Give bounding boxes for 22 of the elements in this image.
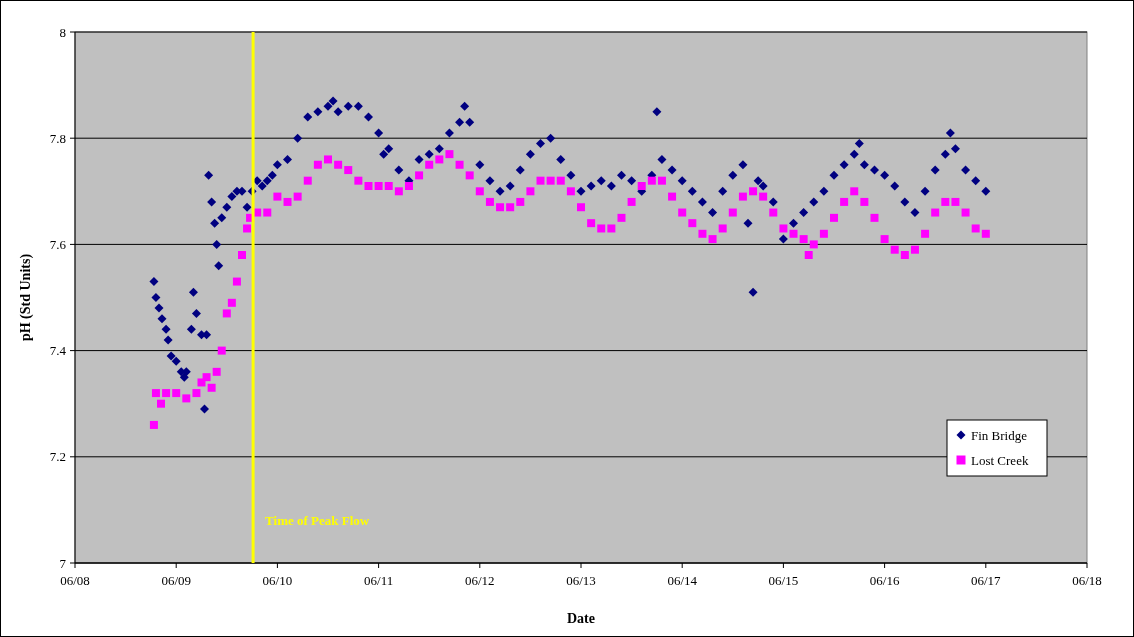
- x-tick-label: 06/17: [970, 573, 1002, 588]
- y-tick-label: 7.6: [49, 236, 67, 252]
- legend-label: Lost Creek: [971, 452, 1029, 468]
- x-tick-label: 06/10: [262, 573, 293, 588]
- x-tick-label: 06/13: [566, 573, 596, 588]
- x-tick-label: 06/12: [464, 573, 495, 588]
- legend-label: Fin Bridge: [971, 427, 1028, 443]
- x-tick-label: 06/14: [667, 573, 698, 588]
- x-tick-label: 06/11: [364, 573, 394, 588]
- y-tick-label: 7.4: [49, 343, 67, 359]
- x-axis-title: Date: [567, 611, 595, 626]
- y-tick-label: 8: [59, 24, 66, 40]
- x-tick-label: 06/15: [768, 573, 799, 588]
- x-tick-label: 06/09: [161, 573, 192, 588]
- y-tick-label: 7.8: [49, 130, 66, 146]
- x-tick-label: 06/18: [1072, 573, 1102, 588]
- y-tick-label: 7.2: [49, 449, 66, 465]
- y-axis-title: pH (Std Units): [18, 253, 34, 342]
- x-tick-label: 06/08: [60, 573, 90, 588]
- y-tick-label: 7: [59, 555, 67, 571]
- ref-line-label: Time of Peak Flow: [265, 513, 370, 528]
- x-tick-label: 06/16: [869, 573, 900, 588]
